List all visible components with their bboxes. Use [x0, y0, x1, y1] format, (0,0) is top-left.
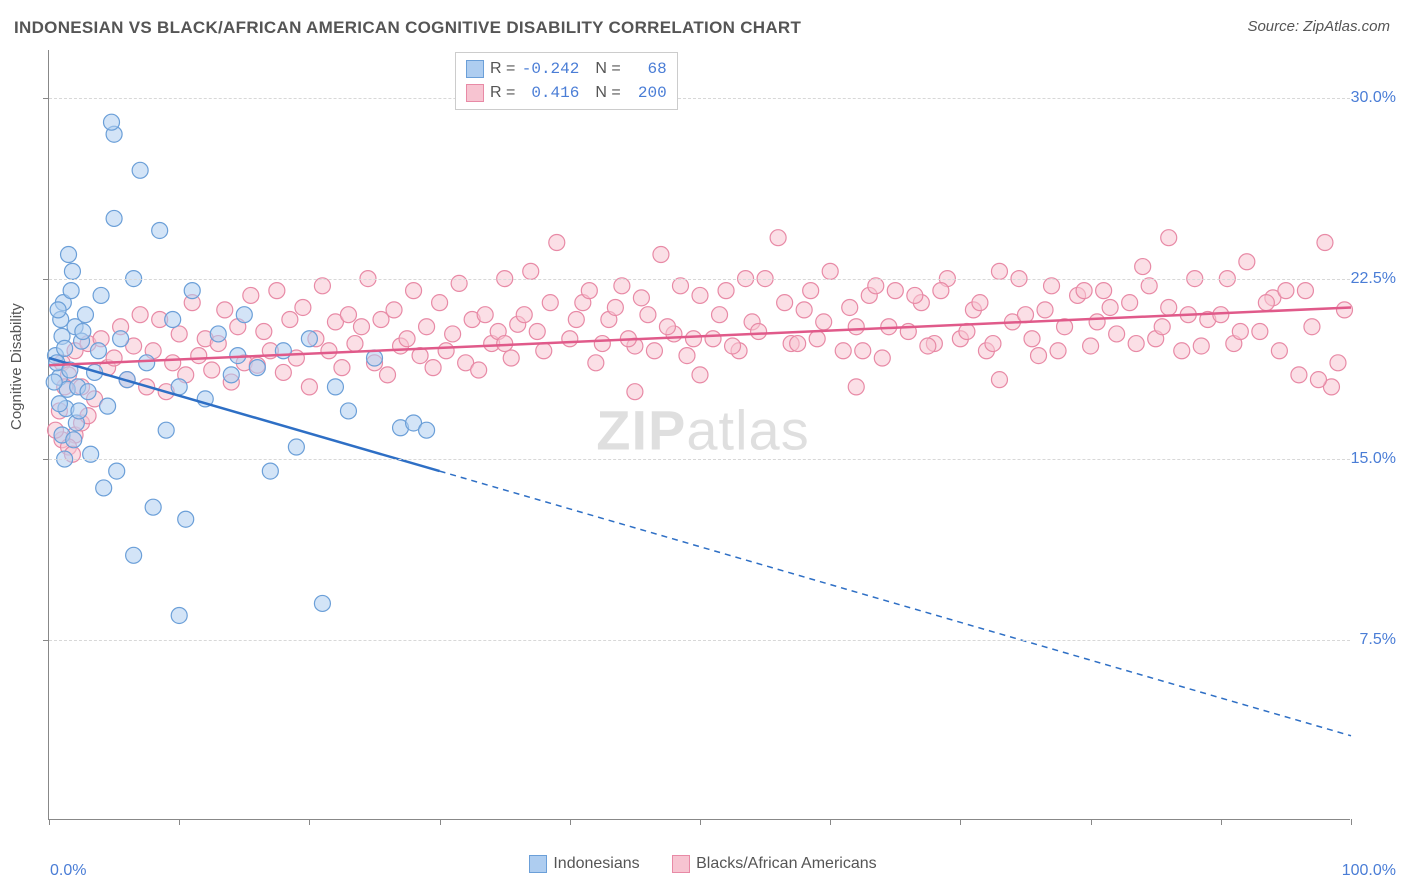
legend-item-swatch-1 [529, 855, 547, 873]
legend-swatch-1 [466, 60, 484, 78]
legend-item-2: Blacks/African Americans [672, 855, 877, 873]
legend-item-1: Indonesians [529, 855, 639, 873]
chart-title: INDONESIAN VS BLACK/AFRICAN AMERICAN COG… [14, 18, 801, 38]
n-value-1: 68 [627, 57, 667, 81]
gridline [49, 459, 1350, 460]
y-tick-label: 30.0% [1351, 89, 1396, 107]
n-label-2: N = [595, 81, 620, 105]
y-tick-label: 22.5% [1351, 270, 1396, 288]
scatter-svg [49, 50, 1350, 819]
legend-item-label-1: Indonesians [553, 855, 639, 873]
gridline [49, 98, 1350, 99]
y-tick-label: 7.5% [1360, 631, 1396, 649]
source-label: Source: ZipAtlas.com [1247, 18, 1390, 35]
r-label-1: R = [490, 57, 515, 81]
x-tick-right: 100.0% [1342, 862, 1396, 880]
y-tick-label: 15.0% [1351, 450, 1396, 468]
r-value-1: -0.242 [521, 57, 579, 81]
n-value-2: 200 [627, 81, 667, 105]
n-label-1: N = [595, 57, 620, 81]
gridline [49, 279, 1350, 280]
y-axis-label: Cognitive Disability [8, 303, 25, 430]
chart-plot-area [48, 50, 1350, 820]
x-tick-left: 0.0% [50, 862, 86, 880]
legend-row-1: R = -0.242 N = 68 [466, 57, 667, 81]
correlation-legend: R = -0.242 N = 68 R = 0.416 N = 200 [455, 52, 678, 110]
r-value-2: 0.416 [521, 81, 579, 105]
r-label-2: R = [490, 81, 515, 105]
legend-swatch-2 [466, 84, 484, 102]
legend-item-label-2: Blacks/African Americans [696, 855, 877, 873]
legend-item-swatch-2 [672, 855, 690, 873]
series-legend: Indonesians Blacks/African Americans [0, 855, 1406, 878]
legend-row-2: R = 0.416 N = 200 [466, 81, 667, 105]
gridline [49, 640, 1350, 641]
